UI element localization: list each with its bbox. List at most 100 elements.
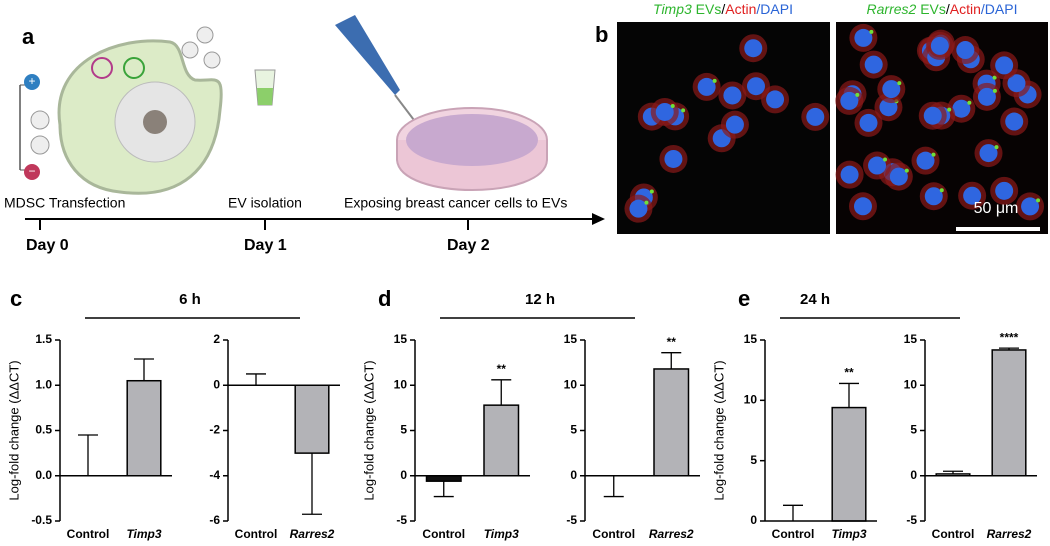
significance: ** <box>497 362 507 376</box>
ev <box>904 168 909 173</box>
panel-letter: d <box>378 286 391 311</box>
ev <box>897 81 902 86</box>
x-tick-label: Control <box>772 527 815 541</box>
error-bar <box>246 373 266 386</box>
error-bar <box>491 379 512 406</box>
y-tick-label: 5 <box>570 423 577 437</box>
y-tick-label: -0.5 <box>31 513 52 527</box>
nucleus <box>930 36 949 55</box>
panel-letter: c <box>10 286 22 311</box>
nucleus <box>664 149 683 168</box>
x-tick-label: Timp3 <box>831 527 866 541</box>
error-bar <box>433 481 454 498</box>
ev <box>1036 198 1041 203</box>
nucleus <box>1021 197 1040 216</box>
y-tick-label: 0.5 <box>35 423 52 437</box>
y-tick-label: 0 <box>213 377 220 391</box>
day-label: Day 1 <box>244 237 287 254</box>
bar <box>126 379 162 477</box>
scale-bar-label: 50 μm <box>974 200 1019 217</box>
nucleus <box>854 28 873 47</box>
x-tick-label: Rarres2 <box>649 527 694 541</box>
svg-text:+: + <box>28 74 35 88</box>
day-label: Day 0 <box>26 237 69 254</box>
y-tick-label: 10 <box>904 377 918 391</box>
nucleus <box>723 86 742 105</box>
nucleus <box>853 197 872 216</box>
y-axis-label: Log-fold change (ΔΔCT) <box>711 360 726 500</box>
nucleus <box>840 165 859 184</box>
y-tick-label: -5 <box>566 513 577 527</box>
nucleus <box>864 55 883 74</box>
nucleus <box>977 87 996 106</box>
nucleus <box>766 90 785 109</box>
x-tick-label: Control <box>932 527 975 541</box>
error-bar <box>661 352 682 369</box>
error-bar <box>603 475 624 498</box>
significance: ** <box>667 335 677 349</box>
group-title: 24 h <box>800 291 830 308</box>
nucleus <box>1007 74 1026 93</box>
y-tick-label: 2 <box>213 332 220 346</box>
ev <box>712 78 717 83</box>
group-title: 6 h <box>179 291 201 308</box>
y-tick-label: 10 <box>394 377 408 391</box>
x-tick-label: Rarres2 <box>290 527 335 541</box>
error-bar <box>783 504 803 521</box>
x-tick-label: Timp3 <box>126 527 161 541</box>
ev <box>670 103 675 108</box>
y-tick-label: 10 <box>744 393 758 407</box>
nucleus <box>995 56 1014 75</box>
nucleus <box>952 99 971 118</box>
x-tick-label: Control <box>67 527 110 541</box>
y-tick-label: -4 <box>209 468 220 482</box>
y-tick-label: -6 <box>209 513 220 527</box>
nucleus <box>629 199 648 218</box>
nucleus <box>840 91 859 110</box>
y-tick-label: 0.0 <box>35 468 52 482</box>
cell-nuclei <box>624 23 1045 223</box>
y-tick-label: 15 <box>904 332 918 346</box>
y-tick-label: -2 <box>209 423 220 437</box>
significance: **** <box>1000 330 1019 344</box>
panel-letter: a <box>22 24 35 49</box>
nucleus <box>923 106 942 125</box>
y-tick-label: 5 <box>400 423 407 437</box>
bar <box>425 475 462 482</box>
x-tick-label: Control <box>235 527 278 541</box>
step-label: EV isolation <box>228 195 302 211</box>
y-tick-label: 10 <box>564 377 578 391</box>
nucleus <box>868 156 887 175</box>
bar <box>653 368 690 477</box>
y-tick-label: 5 <box>910 423 917 437</box>
y-tick-label: 15 <box>394 332 408 346</box>
ev <box>869 29 874 34</box>
ev <box>644 200 649 205</box>
ev <box>992 88 997 93</box>
nucleus <box>995 181 1014 200</box>
svg-text:−: − <box>28 164 35 178</box>
x-tick-label: Control <box>592 527 635 541</box>
ev <box>992 75 997 80</box>
panel-letter: b <box>595 22 608 47</box>
timeline-arrow <box>592 213 605 225</box>
nucleus <box>655 102 674 121</box>
y-tick-label: -5 <box>396 513 407 527</box>
nucleus <box>806 107 825 126</box>
nucleus <box>1005 112 1024 131</box>
nucleus <box>859 113 878 132</box>
nucleus <box>725 115 744 134</box>
error-bar <box>78 434 98 476</box>
error-bar <box>302 453 322 515</box>
ev <box>855 92 860 97</box>
y-tick-label: 1.5 <box>35 332 52 346</box>
y-tick-label: 5 <box>750 453 757 467</box>
y-axis-label: Log-fold change (ΔΔCT) <box>6 360 21 500</box>
x-tick-label: Control <box>422 527 465 541</box>
day-label: Day 2 <box>447 237 490 254</box>
nucleus <box>889 167 908 186</box>
nucleus <box>956 41 975 60</box>
ev <box>947 107 952 112</box>
y-tick-label: 0 <box>750 513 757 527</box>
